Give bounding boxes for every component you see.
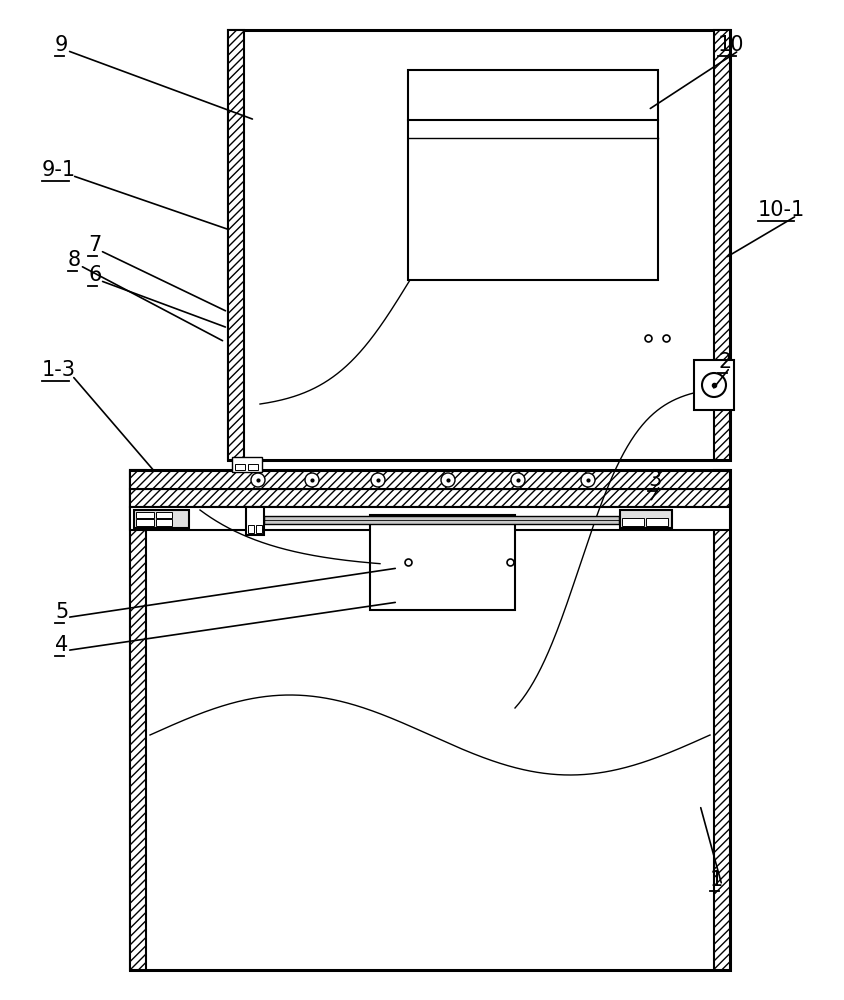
Circle shape (511, 473, 525, 487)
Circle shape (581, 473, 595, 487)
Bar (136, 512, 154, 518)
Text: 10: 10 (718, 35, 744, 55)
Bar (134, 510, 189, 528)
Bar (228, 30, 244, 460)
Text: 7: 7 (88, 235, 101, 255)
Circle shape (305, 473, 319, 487)
Text: 6: 6 (88, 265, 101, 285)
Bar (694, 360, 734, 410)
Bar (130, 470, 146, 970)
Bar (370, 515, 515, 610)
Bar (264, 516, 619, 524)
Bar (714, 30, 730, 460)
Text: 1: 1 (710, 870, 723, 890)
Circle shape (371, 473, 385, 487)
Bar (246, 507, 264, 535)
Circle shape (702, 373, 726, 397)
Bar (228, 30, 730, 460)
Bar (156, 519, 172, 526)
Bar (248, 525, 254, 533)
Bar (620, 510, 672, 528)
Text: 9: 9 (55, 35, 68, 55)
Text: 8: 8 (68, 250, 81, 270)
Bar (235, 464, 245, 470)
Bar (248, 464, 258, 470)
Bar (622, 518, 644, 526)
Circle shape (441, 473, 455, 487)
Text: 2: 2 (718, 352, 731, 372)
Bar (130, 507, 730, 530)
Text: 3: 3 (648, 470, 661, 490)
Bar (408, 70, 658, 280)
Bar (156, 512, 172, 518)
Text: 1-3: 1-3 (42, 360, 76, 380)
Bar (714, 470, 730, 970)
Text: 10-1: 10-1 (758, 200, 805, 220)
Bar (130, 471, 730, 489)
Bar (130, 470, 730, 970)
Bar (232, 457, 262, 472)
Bar (646, 518, 668, 526)
Bar (256, 525, 262, 533)
Circle shape (251, 473, 265, 487)
Text: 5: 5 (55, 602, 68, 622)
Text: 9-1: 9-1 (42, 160, 76, 180)
Bar (130, 489, 730, 507)
Text: 4: 4 (55, 635, 68, 655)
Bar (136, 519, 154, 526)
